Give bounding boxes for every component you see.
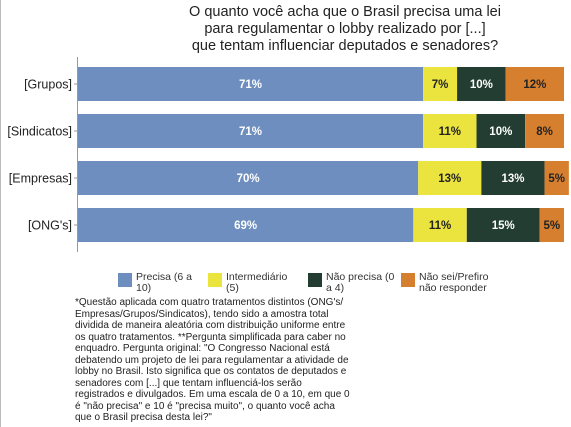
- bar-segment: [423, 67, 458, 101]
- data-label: 11%: [439, 126, 461, 138]
- bar-segment: [423, 114, 477, 148]
- legend-swatch: [208, 273, 222, 287]
- data-label: 10%: [489, 126, 512, 138]
- bar-segment: [476, 114, 526, 148]
- bar-segment: [78, 208, 414, 242]
- data-label: 71%: [239, 79, 262, 91]
- bar-segment: [544, 161, 569, 195]
- data-label: 15%: [492, 220, 515, 232]
- data-label: 69%: [234, 220, 257, 232]
- legend-label: Precisa (6 a 10): [136, 271, 193, 294]
- category-label: [Grupos]: [24, 78, 72, 92]
- data-label: 7%: [432, 79, 449, 91]
- data-label: 13%: [438, 173, 461, 185]
- legend-swatch: [401, 273, 415, 287]
- category-label: [Sindicatos]: [7, 125, 72, 139]
- bar-segment: [78, 67, 424, 101]
- legend-label: Não sei/Prefiro não responder: [419, 271, 489, 294]
- chart-title-line-3: que tentam influenciar deputados e senad…: [191, 38, 499, 54]
- category-label: [Empresas]: [9, 172, 72, 186]
- bar-segment: [418, 161, 482, 195]
- category-label: [ONG's]: [28, 219, 72, 233]
- data-label: 70%: [237, 173, 260, 185]
- bar-segment: [525, 114, 564, 148]
- chart-title-line-1: O quanto você acha que o Brasil precisa …: [189, 4, 501, 20]
- legend-swatch: [118, 273, 132, 287]
- chart-title-line-2: para regulamentar o lobby realizado por …: [204, 21, 486, 37]
- legend-swatch: [308, 273, 322, 287]
- bar-segment: [539, 208, 564, 242]
- bar-segment: [505, 67, 564, 101]
- legend-item: Não sei/Prefiro não responder: [401, 272, 488, 294]
- bar-segment: [78, 114, 424, 148]
- data-label: 71%: [239, 126, 262, 138]
- bar-segment: [481, 161, 545, 195]
- bar-segment: [457, 67, 506, 101]
- stacked-bar-chart: [Grupos] 71% 7% 10% 12% [Sindicatos] 71% 11% 10%…: [7, 57, 569, 252]
- bar-segment: [466, 208, 540, 242]
- data-label: 5%: [548, 173, 565, 185]
- chart-title: O quanto você acha que o Brasil precisa …: [140, 4, 550, 55]
- data-label: 13%: [501, 173, 524, 185]
- bar-segment: [413, 208, 467, 242]
- data-label: 8%: [536, 126, 553, 138]
- left-edge-divider: [0, 0, 1, 427]
- data-label: 10%: [470, 79, 493, 91]
- data-label: 11%: [429, 220, 451, 232]
- data-label: 5%: [544, 220, 561, 232]
- footnote: *Questão aplicada com quatro tratamentos…: [75, 297, 350, 423]
- legend-item: Precisa (6 a 10): [118, 272, 192, 294]
- legend-item: Intermediário (5): [208, 272, 287, 294]
- legend-label: Não precisa (0 a 4): [326, 271, 395, 294]
- legend-item: Não precisa (0 a 4): [308, 272, 394, 294]
- bar-segment: [78, 161, 419, 195]
- legend-label: Intermediário (5): [226, 271, 288, 294]
- data-label: 12%: [523, 79, 546, 91]
- chart-legend: Precisa (6 a 10) Intermediário (5) Não pre…: [118, 272, 558, 296]
